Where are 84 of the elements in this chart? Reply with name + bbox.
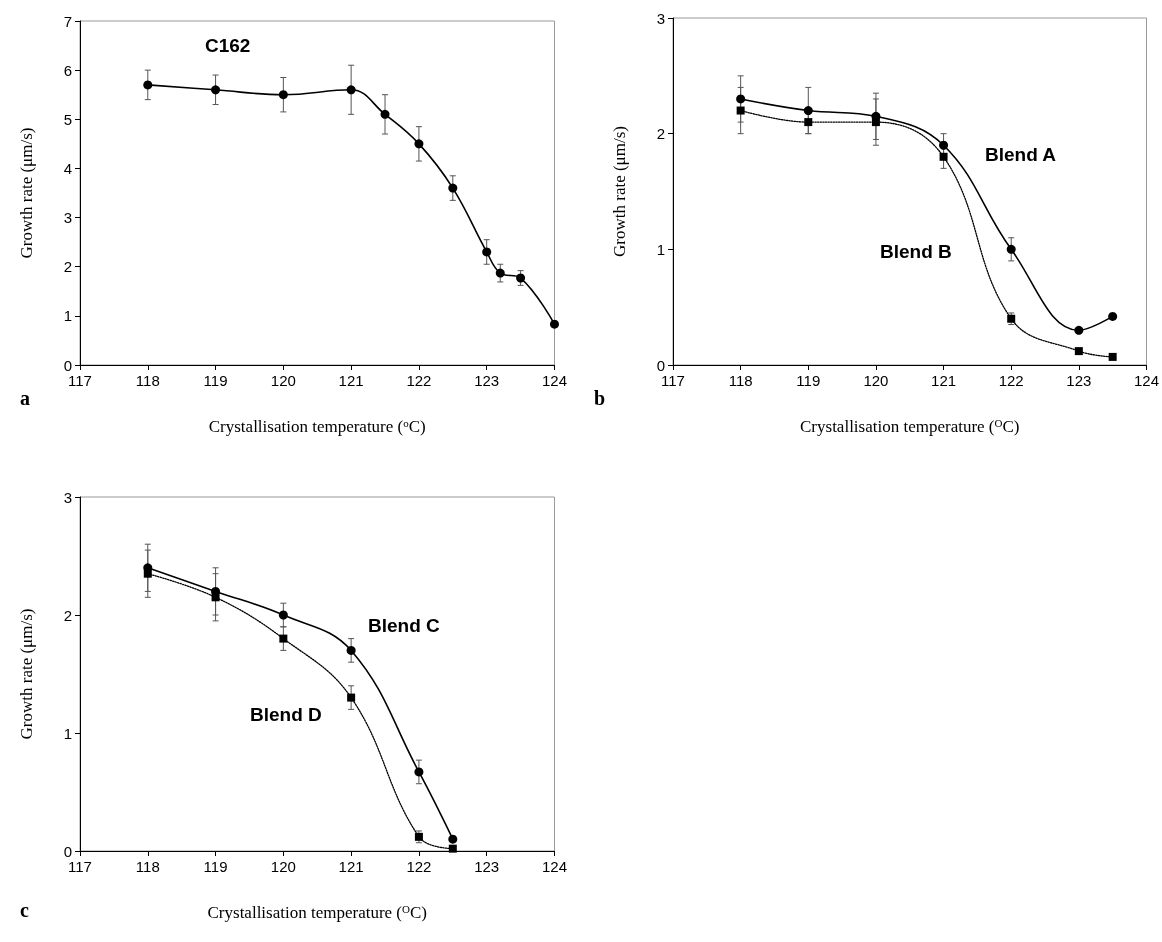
point [871,118,880,127]
x-tick-label: 122 [406,858,432,875]
x-tick-label: 122 [998,372,1024,389]
series-label: Blend D [250,704,322,725]
point [279,634,288,643]
y-tick-label: 1 [656,240,665,258]
point [346,645,356,655]
point [143,80,153,90]
point [939,140,949,150]
point [736,106,745,115]
y-axis-title: Growth rate (μm/s) [610,126,629,257]
text: a [20,387,30,409]
series-label: Blend B [880,241,952,262]
x-tick-label: 119 [203,858,228,875]
x-tick-label: 119 [796,372,821,389]
point [1108,311,1118,321]
y-tick-label: 5 [63,110,72,128]
x-tick-label: 124 [541,372,567,389]
x-tick-label: 118 [135,372,160,389]
series-label: C162 [205,35,251,56]
x-tick-label: 121 [338,372,364,389]
x-tick-label: 119 [203,372,228,389]
point [380,109,390,119]
point [1007,314,1016,323]
y-tick-label: 3 [63,209,72,227]
series-label: Blend C [368,615,441,636]
point [347,693,356,702]
y-axis-title: Growth rate (μm/s) [17,127,36,259]
y-tick-label: 0 [63,842,72,860]
x-tick-label: 123 [474,858,500,875]
point [414,139,424,149]
x-tick-label: 120 [270,372,296,389]
y-tick-label: 0 [63,356,72,374]
x-tick-label: 121 [338,858,364,875]
point [482,247,492,257]
point [211,593,220,602]
point [1074,347,1083,356]
point [804,118,813,127]
y-tick-label: 1 [63,724,72,742]
point [736,94,746,104]
x-tick-label: 118 [135,858,160,875]
series-label: Blend A [985,144,1057,165]
text: b [594,387,606,409]
y-tick-label: 2 [656,125,665,143]
y-tick-label: 2 [63,606,72,624]
y-tick-label: 3 [656,9,665,27]
x-tick-label: 117 [68,858,92,875]
point [143,569,152,578]
y-tick-label: 6 [63,61,72,79]
y-tick-label: 3 [63,488,72,506]
point [1108,352,1117,361]
point [414,767,424,777]
text: c [20,899,29,921]
y-tick-label: 4 [63,159,72,177]
y-tick-label: 1 [63,307,72,325]
x-tick-label: 117 [661,372,685,389]
x-tick-label: 120 [270,858,296,875]
point [448,844,457,853]
point [448,834,458,844]
point [211,85,221,95]
y-axis-title: Growth rate (μm/s) [17,608,36,740]
y-tick-label: 7 [63,12,72,30]
point [278,610,288,620]
x-tick-label: 122 [406,372,432,389]
point [414,832,423,841]
point [448,183,458,193]
point [803,106,813,116]
x-tick-label: 123 [474,372,500,389]
x-tick-label: 124 [541,858,567,875]
point [550,319,559,329]
x-tick-label: 118 [728,372,753,389]
point [346,85,356,95]
point [278,90,288,100]
point [939,152,948,161]
x-tick-label: 117 [68,372,92,389]
x-tick-label: 123 [1066,372,1092,389]
y-tick-label: 0 [656,356,665,374]
point [1074,325,1084,335]
x-tick-label: 124 [1133,372,1159,389]
x-tick-label: 121 [931,372,957,389]
x-tick-label: 120 [863,372,889,389]
y-tick-label: 2 [63,258,72,276]
point [495,268,505,278]
point [1006,244,1016,254]
